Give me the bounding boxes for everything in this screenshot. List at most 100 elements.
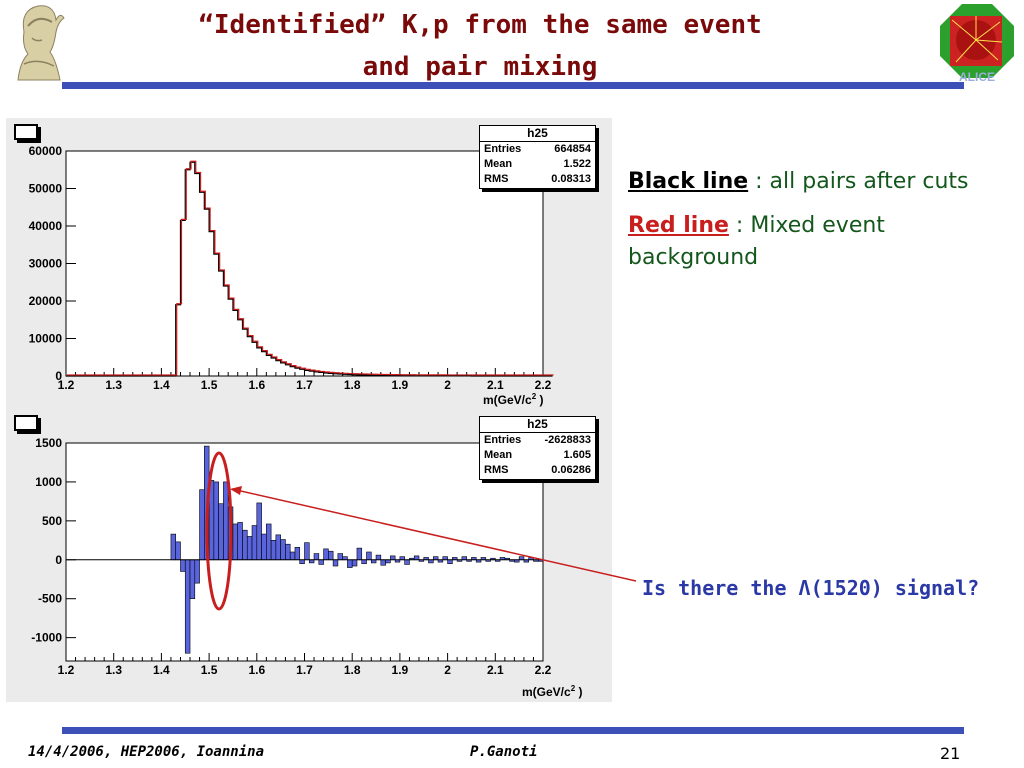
diff-bar [294,547,301,561]
y-tick-label: 1000 [35,475,62,489]
x-tick-label: 2.2 [535,663,552,677]
bottom-stat-rms-label: RMS [484,464,509,476]
bottom-stat-title: h25 [480,417,595,433]
diff-bar [194,559,200,584]
diff-bar [199,489,205,561]
y-tick-label: 500 [42,514,62,528]
diff-bar [251,525,258,561]
diff-bar [204,445,210,561]
x-tick-label: 1.3 [105,378,122,392]
diff-bar [404,559,410,565]
diff-bar [246,536,253,561]
legend-red-text: : Mixed event background [628,213,885,270]
plot-frame [65,150,544,377]
top-stat-rms-label: RMS [484,173,509,185]
legend-red-key: Red line [628,213,729,238]
x-tick-label: 1.2 [58,663,75,677]
x-tick-label: 1.9 [392,663,409,677]
bottom-stat-mean-label: Mean [484,449,513,461]
y-tick-label: 0 [55,553,62,567]
diff-bar [347,559,353,568]
diff-bar [208,480,215,561]
x-tick-label: 1.6 [248,663,265,677]
y-tick-label: -500 [38,592,62,606]
page-number: 21 [940,744,961,763]
top-stat-box: h25 Entries 664854 Mean 1.522 RMS 0.08313 [479,125,596,189]
diff-bar [390,555,396,561]
footer-left: 14/4/2006, HEP2006, Ioannina [28,744,265,760]
x-tick-label: 2 [444,663,451,677]
diff-bar [375,554,382,561]
top-stat-entries-label: Entries [484,143,522,155]
diff-bar [447,559,453,564]
y-tick-label: 20000 [29,294,63,308]
top-stat-mean-label: Mean [484,158,513,170]
bottom-stat-rms: 0.06286 [551,464,591,476]
bottom-stat-entries-label: Entries [484,434,522,446]
y-tick-label: 0 [55,369,62,383]
top-xlabel-text: m(GeV/c [483,393,532,407]
diff-bar [413,555,420,561]
diff-bar [175,541,181,561]
bottom-pad: 1.2 1.3 1.4 1.5 1.6 1.7 1.8 1.9 2 2.1 2.2 -1000 -500… [6,410,612,702]
diff-bar [332,559,339,567]
diff-bar [270,540,277,561]
diff-bar [366,551,372,561]
diff-bar [356,547,363,561]
y-tick-label: 10000 [29,332,63,346]
diff-bar [242,529,248,561]
diff-bar [323,548,329,561]
x-tick-label: 1.9 [392,378,409,392]
x-tick-label: 2.1 [487,663,504,677]
y-tick-label: 60000 [29,144,63,158]
pad-icon [14,415,38,431]
diff-bar [261,533,267,561]
x-tick-label: 1.6 [248,378,265,392]
top-stat-rms: 0.08313 [551,173,591,185]
x-tick-label: 1.4 [153,378,170,392]
bottom-xlabel-text: m(GeV/c [522,685,571,699]
pad-icon [14,124,38,140]
slide-title-line1: “Identified” K,p from the same event [198,10,762,40]
diff-bar [304,542,310,561]
x-tick-label: 1.8 [344,663,361,677]
top-histogram: 1.2 1.3 1.4 1.5 1.6 1.7 1.8 1.9 2 2.1 2.2 0 10000 200… [29,144,554,392]
diff-bar [223,481,229,561]
diff-bar [218,503,224,561]
x-tick-label: 1.3 [105,663,122,677]
diff-bar [256,502,262,561]
y-tick-label: 1500 [35,436,62,450]
diff-bar [313,553,320,561]
bottom-x-axis-label: m(GeV/c2 ) [522,684,582,699]
top-pad: 1.2 1.3 1.4 1.5 1.6 1.7 1.8 1.9 2 2.1 2.2 0 10000 200… [6,118,612,408]
diff-bar [280,539,286,561]
top-x-axis-label: m(GeV/c2 ) [483,392,543,407]
x-tick-label: 2.2 [535,378,552,392]
diff-bar [328,550,334,561]
x-tick-label: 2.1 [487,378,504,392]
red-line-series [67,160,554,376]
diff-bar [170,533,177,561]
alice-logo-text: ALICE [959,70,995,82]
diff-bar [380,559,386,566]
diff-bar [232,523,239,561]
question-text: Is there the Λ(1520) signal? [642,576,980,600]
diff-bar [184,559,191,654]
diff-bar [289,551,296,561]
greek-statue-logo [10,2,66,82]
legend-black-text: : all pairs after cuts [748,169,969,194]
legend-black-key: Black line [628,169,749,194]
diff-bar [266,523,272,561]
bottom-stat-box: h25 Entries -2628833 Mean 1.605 RMS 0.06286 [479,416,596,480]
x-tick-label: 2 [444,378,451,392]
diff-bar [275,534,281,561]
x-tick-label: 1.8 [344,378,361,392]
diff-bar [180,559,186,572]
x-tick-label: 1.2 [58,378,75,392]
y-tick-label: 40000 [29,219,63,233]
diff-bar [337,553,343,561]
diff-bar [361,559,367,564]
x-tick-label: 1.5 [201,378,218,392]
diff-bar [227,506,234,561]
diff-bar [299,559,305,564]
